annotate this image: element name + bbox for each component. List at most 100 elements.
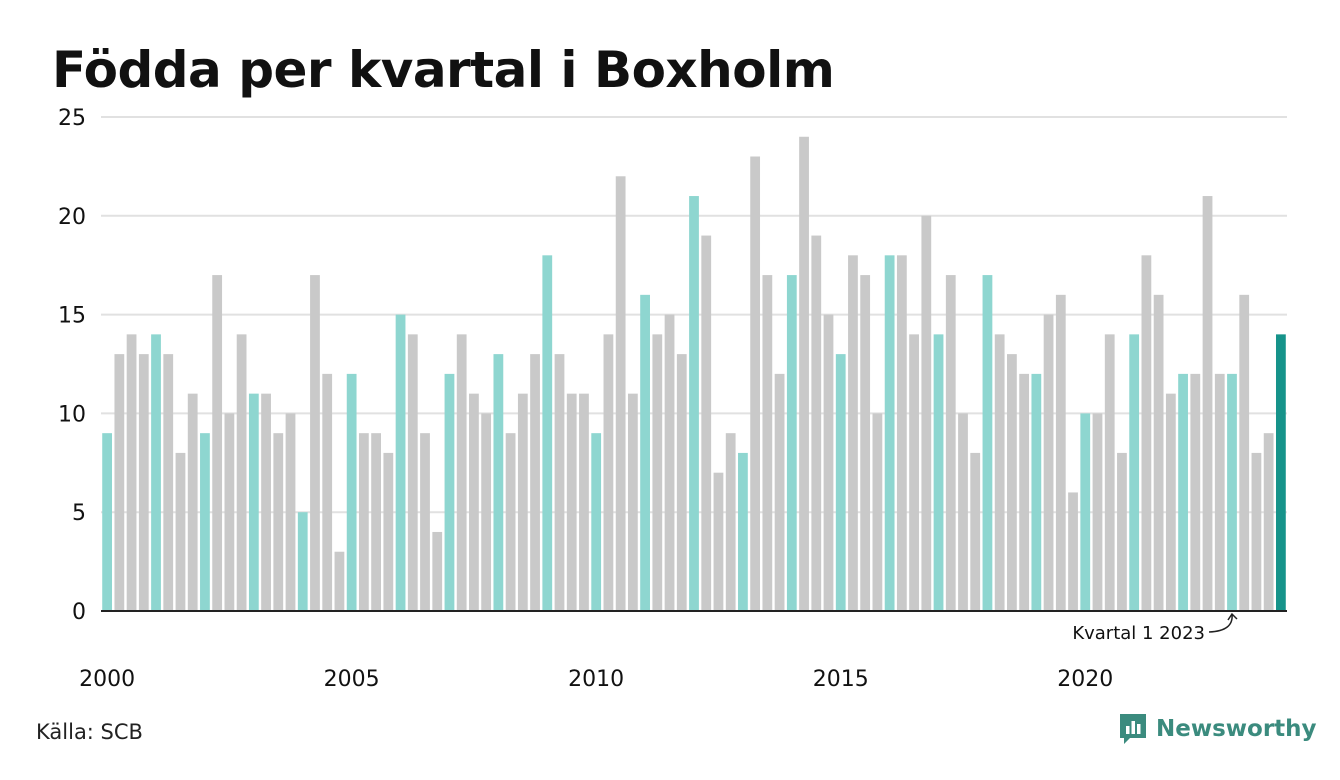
- bar: [566, 393, 577, 611]
- bar: [835, 354, 846, 611]
- bar: [530, 354, 540, 611]
- bar: [640, 294, 650, 611]
- bar: [786, 275, 797, 611]
- source-credit: Källa: SCB: [36, 720, 143, 744]
- bar: [848, 255, 858, 611]
- bar: [921, 215, 932, 612]
- bar: [627, 393, 638, 611]
- bar: [676, 354, 687, 611]
- bar: [799, 136, 809, 611]
- bars: [102, 136, 1286, 612]
- y-tick-label: 15: [58, 304, 86, 329]
- bar: [872, 413, 883, 611]
- bar: [481, 413, 492, 611]
- bar: [1055, 294, 1066, 611]
- bar: [1104, 334, 1115, 611]
- brand-name: Newsworthy: [1156, 716, 1317, 742]
- bar: [652, 334, 663, 611]
- x-axis-year-labels: 2000 2005 2010 2015 2020: [79, 667, 1113, 692]
- bar: [689, 196, 699, 612]
- bar: [750, 156, 761, 611]
- bar: [432, 531, 443, 611]
- bar: [1165, 393, 1176, 611]
- bar: [1007, 354, 1017, 611]
- bar: [738, 452, 748, 611]
- bar: [603, 334, 614, 611]
- bar: [456, 334, 467, 611]
- bar: [138, 354, 149, 611]
- bar: [1092, 413, 1103, 611]
- bar: [896, 255, 907, 611]
- bar: [982, 275, 993, 611]
- bar: [322, 373, 333, 611]
- bar: [371, 433, 381, 611]
- bar: [126, 334, 137, 611]
- bar: [970, 452, 981, 611]
- bar: [102, 433, 113, 611]
- bar: [1129, 334, 1140, 611]
- bar: [236, 334, 247, 611]
- bar: [664, 314, 675, 611]
- y-tick-label: 10: [58, 402, 86, 427]
- bar: [1275, 334, 1286, 611]
- bar: [909, 334, 919, 611]
- bar: [505, 433, 516, 611]
- x-tick-label: 2015: [813, 667, 869, 692]
- bar: [811, 235, 822, 611]
- bar: [175, 452, 186, 611]
- bar: [297, 512, 308, 611]
- bar: [212, 275, 223, 611]
- bar: [114, 354, 125, 611]
- bar: [958, 413, 968, 611]
- bar: [310, 275, 320, 611]
- bar: [579, 393, 589, 611]
- x-tick-label: 2010: [568, 667, 624, 692]
- y-tick-label: 5: [72, 501, 86, 526]
- annotation-arrow-icon: [1208, 612, 1238, 633]
- chart-title: Födda per kvartal i Boxholm: [52, 41, 835, 99]
- bar: [224, 413, 235, 611]
- bar: [469, 393, 479, 611]
- bar-chart: 0 5 10 15 20 25 2000 2005 2010 2015 2020 Kvartal …: [58, 106, 1287, 692]
- bar: [1117, 452, 1127, 611]
- bar: [517, 393, 528, 611]
- bar: [1178, 373, 1188, 611]
- bar: [1141, 255, 1152, 611]
- bar: [1043, 314, 1054, 611]
- bar: [334, 551, 345, 611]
- bar: [1202, 196, 1213, 612]
- bar: [884, 255, 895, 611]
- y-tick-label: 0: [72, 600, 86, 625]
- brand-logo: Newsworthy: [1118, 712, 1317, 746]
- x-tick-label: 2020: [1057, 667, 1113, 692]
- bar: [444, 373, 455, 611]
- bar: [151, 334, 161, 611]
- bar: [420, 433, 430, 611]
- bar: [554, 354, 565, 611]
- bar: [1263, 433, 1274, 611]
- annotation-label: Kvartal 1 2023: [1072, 623, 1205, 644]
- bar: [200, 433, 210, 611]
- x-tick-label: 2000: [79, 667, 135, 692]
- bar: [701, 235, 712, 611]
- newsworthy-logo-icon: [1120, 714, 1146, 744]
- bar: [248, 393, 259, 611]
- bar: [933, 334, 944, 611]
- bar: [591, 433, 602, 611]
- bar: [261, 393, 271, 611]
- bar: [358, 433, 369, 611]
- bar: [823, 314, 834, 611]
- bar: [1153, 294, 1164, 611]
- bar: [725, 433, 736, 611]
- bar: [407, 334, 418, 611]
- bar: [994, 334, 1005, 611]
- annotation: Kvartal 1 2023: [1072, 612, 1238, 644]
- y-tick-label: 25: [58, 106, 86, 131]
- bar: [860, 275, 871, 611]
- bar: [493, 354, 504, 611]
- bar: [273, 433, 284, 611]
- bar: [187, 393, 198, 611]
- bar: [945, 275, 956, 611]
- bar: [1190, 373, 1201, 611]
- bar: [774, 373, 785, 611]
